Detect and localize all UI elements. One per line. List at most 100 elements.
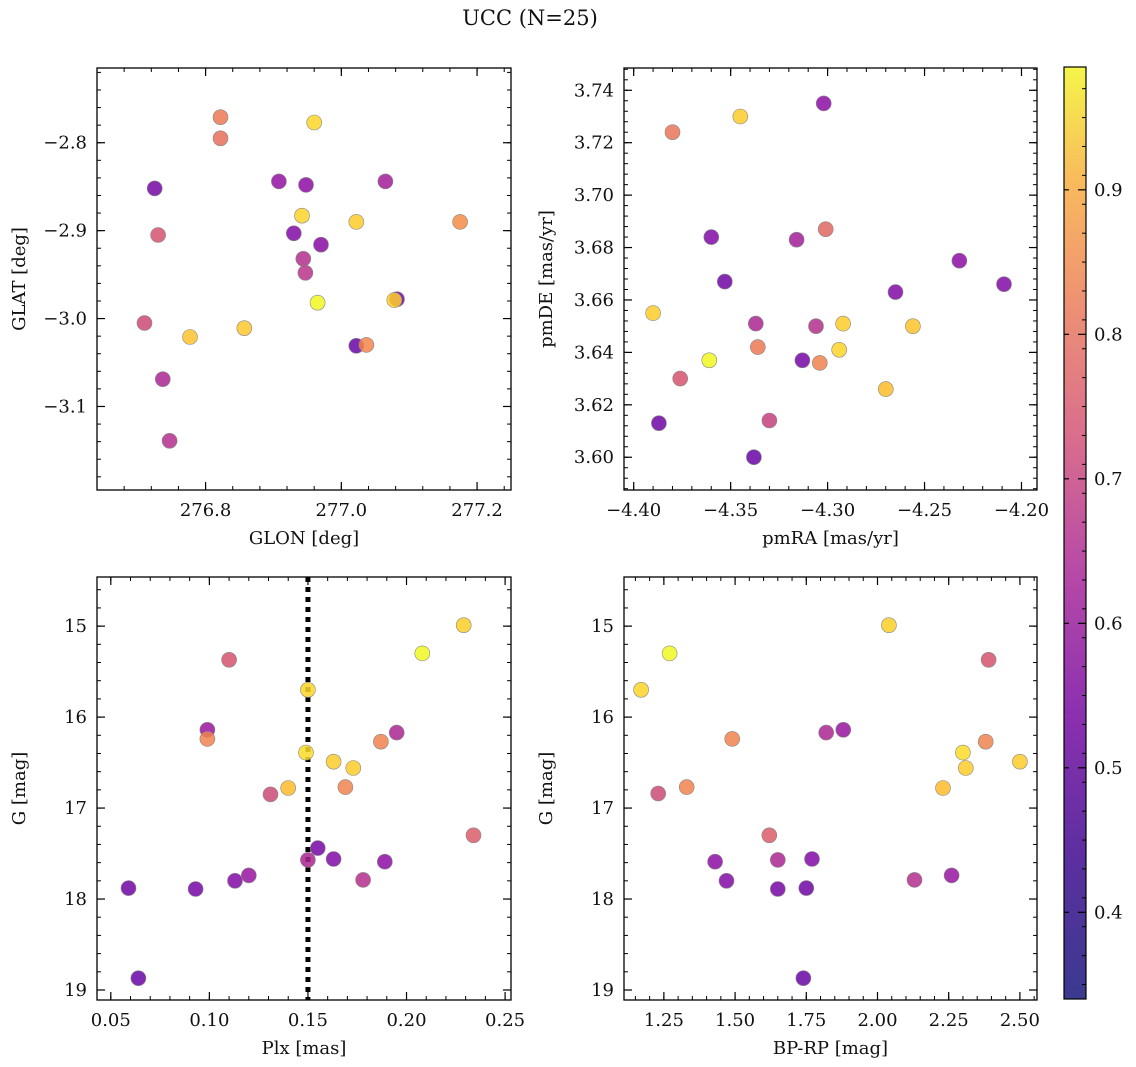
- data-point: [877, 381, 894, 397]
- y-tick-label: 19: [64, 980, 87, 1001]
- data-point: [835, 721, 852, 738]
- ticks: [624, 577, 1037, 1000]
- data-point: [905, 318, 921, 335]
- colorbar-tick-label: 0.6: [1094, 613, 1123, 634]
- x-tick-label: 1.50: [715, 1010, 755, 1031]
- y-tick-label: 15: [591, 616, 614, 637]
- data-point: [798, 880, 815, 896]
- data-point: [707, 853, 723, 870]
- data-point: [887, 284, 904, 300]
- data-point: [377, 173, 394, 190]
- y-tick-label: −2.8: [43, 133, 87, 154]
- data-point: [294, 207, 310, 224]
- x-tick-label: 2.50: [1000, 1010, 1040, 1031]
- data-point: [280, 780, 297, 796]
- data-point: [325, 753, 342, 770]
- data-point: [881, 617, 897, 634]
- data-point: [199, 731, 216, 747]
- panel-pmra-pmde: −4.40 −4.35 −4.30 −4.25 −4.20 3.60 3.62 3.64 3.6…: [536, 67, 1049, 549]
- data-point: [835, 315, 851, 332]
- y-tick-label: 18: [591, 889, 614, 910]
- data-point: [298, 744, 314, 761]
- data-point: [221, 651, 237, 668]
- data-point: [285, 225, 302, 242]
- y-tick-label: −3.0: [43, 309, 87, 330]
- data-point: [718, 872, 735, 889]
- y-tick-label: 3.74: [574, 80, 614, 101]
- x-tick-label: 277.2: [451, 500, 503, 521]
- x-axis-label: pmRA [mas/yr]: [762, 528, 899, 549]
- data-point: [300, 681, 316, 698]
- data-point: [672, 370, 689, 387]
- data-point: [645, 305, 661, 321]
- y-tick-label: 3.62: [574, 395, 614, 416]
- data-point: [749, 339, 766, 355]
- data-point: [120, 880, 137, 896]
- colorbar-bar: [1063, 66, 1087, 1000]
- x-tick-label: −4.20: [994, 500, 1049, 521]
- x-tick-label: −4.25: [897, 500, 952, 521]
- y-tick-label: −2.9: [43, 221, 87, 242]
- scatter-points: [633, 617, 1028, 987]
- data-point: [831, 341, 848, 358]
- y-axis-label: GLAT [deg]: [9, 227, 30, 331]
- data-point: [818, 724, 835, 741]
- data-point: [236, 320, 253, 337]
- panel-bprp-g: 1.25 1.50 1.75 2.00 2.25 2.50 15 16 17 18 19 BP-RP …: [536, 576, 1040, 1059]
- data-point: [651, 415, 667, 432]
- data-point: [373, 733, 389, 750]
- y-tick-label: 3.60: [574, 447, 614, 468]
- data-point: [348, 214, 365, 230]
- data-point: [661, 645, 678, 662]
- y-axis-label: pmDE [mas/yr]: [536, 210, 557, 348]
- panel-plx-g: 0.05 0.10 0.15 0.20 0.25 15 16 17 18 19 Plx [mas] G…: [9, 576, 525, 1059]
- y-tick-label: 17: [591, 798, 614, 819]
- scatter-points: [120, 617, 482, 987]
- data-point: [241, 867, 257, 884]
- data-point: [701, 352, 718, 369]
- x-axis-label: GLON [deg]: [249, 528, 359, 549]
- axes-frame: [623, 67, 1038, 491]
- ticks: [96, 68, 511, 490]
- data-point: [146, 180, 163, 197]
- data-point: [386, 292, 403, 308]
- data-point: [136, 315, 153, 331]
- data-point: [996, 276, 1012, 293]
- data-point: [633, 681, 649, 698]
- data-point: [732, 108, 749, 125]
- data-point: [358, 337, 375, 353]
- y-tick-label: 15: [64, 616, 87, 637]
- data-point: [452, 214, 468, 230]
- data-point: [724, 731, 741, 747]
- data-point: [182, 329, 198, 345]
- data-point: [212, 130, 229, 147]
- data-point: [761, 412, 778, 429]
- x-tick-label: 1.75: [786, 1010, 826, 1031]
- y-tick-label: 3.70: [574, 185, 614, 206]
- data-point: [804, 851, 820, 867]
- data-point: [325, 851, 342, 867]
- data-point: [187, 881, 204, 897]
- data-point: [337, 779, 354, 795]
- scatter-points: [645, 95, 1012, 466]
- x-tick-label: 2.25: [929, 1010, 969, 1031]
- colorbar-tick-label: 0.5: [1094, 758, 1123, 779]
- x-tick-label: −4.30: [800, 500, 855, 521]
- x-tick-label: 1.25: [644, 1010, 684, 1031]
- data-point: [376, 853, 393, 870]
- data-point: [664, 124, 681, 140]
- y-tick-label: 17: [64, 798, 87, 819]
- axes-frame: [623, 576, 1038, 1001]
- y-tick-label: 18: [64, 889, 87, 910]
- data-point: [298, 177, 314, 193]
- data-point: [980, 651, 997, 668]
- data-point: [716, 273, 733, 290]
- data-point: [650, 785, 667, 802]
- data-point: [957, 760, 974, 776]
- data-point: [935, 780, 951, 796]
- data-point: [414, 645, 431, 662]
- x-tick-label: 0.20: [386, 1010, 426, 1031]
- x-tick-label: −4.40: [606, 500, 661, 521]
- data-point: [150, 227, 166, 243]
